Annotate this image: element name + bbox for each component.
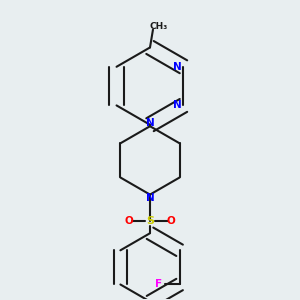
- Text: N: N: [146, 193, 154, 202]
- Text: O: O: [125, 216, 134, 226]
- Text: O: O: [167, 216, 175, 226]
- Text: CH₃: CH₃: [150, 22, 168, 31]
- Text: F: F: [155, 280, 162, 290]
- Text: N: N: [173, 100, 182, 110]
- Text: N: N: [146, 118, 154, 128]
- Text: S: S: [146, 216, 154, 226]
- Text: N: N: [173, 62, 182, 72]
